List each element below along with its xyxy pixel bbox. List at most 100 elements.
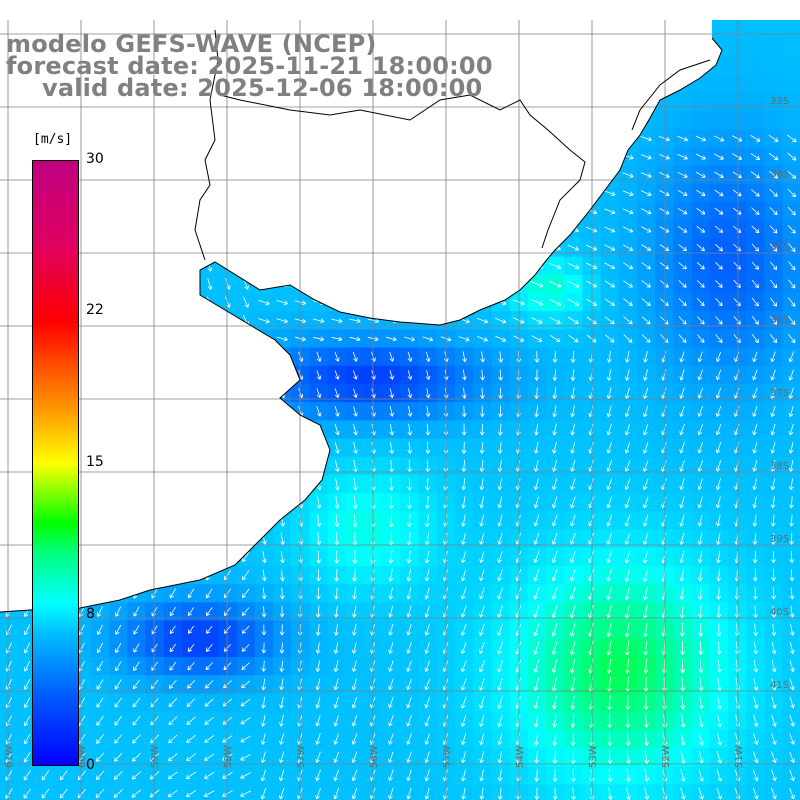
wind-arrow — [770, 460, 776, 472]
wind-arrow — [753, 623, 759, 636]
wind-arrow — [206, 314, 213, 327]
wind-arrow — [242, 460, 249, 472]
wind-arrow — [97, 187, 103, 199]
wind-arrow — [261, 642, 267, 654]
wind-arrow — [334, 423, 340, 436]
wind-arrow — [276, 336, 288, 342]
wind-arrow — [460, 605, 467, 618]
wind-arrow — [789, 496, 794, 509]
wind-arrow — [789, 605, 795, 618]
wind-arrow — [549, 172, 561, 178]
wind-arrow — [752, 442, 758, 454]
wind-cell — [746, 74, 765, 94]
wind-arrow — [406, 587, 412, 600]
wind-arrow — [640, 190, 652, 197]
wind-arrow — [315, 623, 321, 636]
wind-arrow — [567, 316, 579, 324]
wind-arrow — [222, 790, 233, 797]
wind-arrow — [280, 496, 286, 509]
wind-arrow — [476, 263, 489, 269]
wind-arrow — [169, 406, 177, 417]
wind-arrow — [240, 735, 251, 743]
wind-cell — [109, 784, 128, 800]
wind-arrow — [624, 568, 631, 582]
wind-arrow — [258, 170, 269, 179]
wind-arrow — [331, 245, 343, 251]
wind-arrow — [659, 208, 670, 215]
wind-cell — [709, 74, 729, 94]
wind-arrow — [188, 332, 195, 345]
wind-arrow — [425, 459, 431, 473]
wind-arrow — [788, 261, 796, 271]
wind-arrow — [530, 281, 544, 288]
wind-arrow — [695, 171, 706, 178]
wind-arrow — [316, 406, 322, 417]
wind-arrow — [606, 514, 613, 527]
wind-arrow — [313, 134, 324, 142]
wind-arrow — [422, 136, 434, 142]
wind-arrow — [788, 387, 794, 399]
wind-arrow — [243, 205, 249, 218]
wind-arrow — [622, 136, 634, 142]
wind-arrow — [171, 296, 176, 308]
wind-arrow — [680, 714, 686, 728]
wind-arrow — [349, 245, 361, 251]
wind-arrow — [276, 208, 288, 215]
wind-arrow — [334, 370, 340, 380]
wind-arrow — [185, 771, 197, 779]
wind-arrow — [352, 513, 358, 528]
wind-arrow — [206, 406, 213, 417]
wind-arrow — [751, 243, 760, 252]
wind-arrow — [23, 515, 31, 526]
wind-arrow — [680, 695, 686, 710]
wind-arrow — [641, 226, 652, 233]
wind-arrow — [770, 478, 776, 491]
wind-arrow — [752, 532, 758, 545]
wind-arrow — [552, 496, 558, 509]
wind-arrow — [606, 568, 613, 582]
wind-cell — [782, 311, 800, 330]
wind-arrow — [316, 514, 322, 527]
wind-cell — [673, 92, 693, 112]
wind-arrow — [316, 550, 322, 564]
wind-arrow — [149, 771, 160, 780]
wind-arrow — [714, 153, 724, 160]
wind-arrow — [277, 134, 288, 143]
wind-arrow — [203, 790, 215, 797]
wind-arrow — [261, 624, 267, 636]
wind-arrow — [789, 569, 795, 582]
wind-arrow — [259, 134, 269, 143]
wind-arrow — [533, 532, 540, 545]
lat-label: 39S — [770, 534, 789, 545]
wind-arrow — [97, 205, 103, 218]
wind-arrow — [187, 442, 195, 454]
wind-arrow — [258, 189, 270, 197]
wind-cell — [782, 693, 800, 713]
wind-arrow — [351, 660, 357, 672]
wind-arrow — [97, 150, 103, 163]
wind-arrow — [169, 369, 177, 380]
wind-cell — [782, 766, 800, 785]
wind-arrow — [788, 351, 794, 363]
wind-arrow — [679, 369, 685, 381]
wind-arrow — [771, 769, 777, 782]
wind-arrow — [385, 172, 398, 178]
wind-arrow — [132, 406, 141, 417]
wind-cell — [782, 38, 800, 57]
wind-arrow — [789, 514, 794, 527]
wind-arrow — [261, 496, 267, 509]
wind-arrow — [552, 405, 558, 418]
wind-arrow — [625, 695, 631, 710]
wind-arrow — [680, 787, 686, 800]
wind-arrow — [642, 568, 649, 582]
wind-arrow — [498, 351, 504, 363]
wind-arrow — [132, 370, 141, 380]
wind-arrow — [625, 351, 630, 363]
wind-arrow — [114, 424, 122, 435]
wind-arrow — [132, 388, 141, 399]
wind-arrow — [115, 497, 122, 508]
wind-arrow — [699, 714, 704, 728]
wind-arrow — [460, 587, 467, 600]
wind-cell — [746, 38, 765, 57]
wind-arrow — [567, 190, 580, 196]
